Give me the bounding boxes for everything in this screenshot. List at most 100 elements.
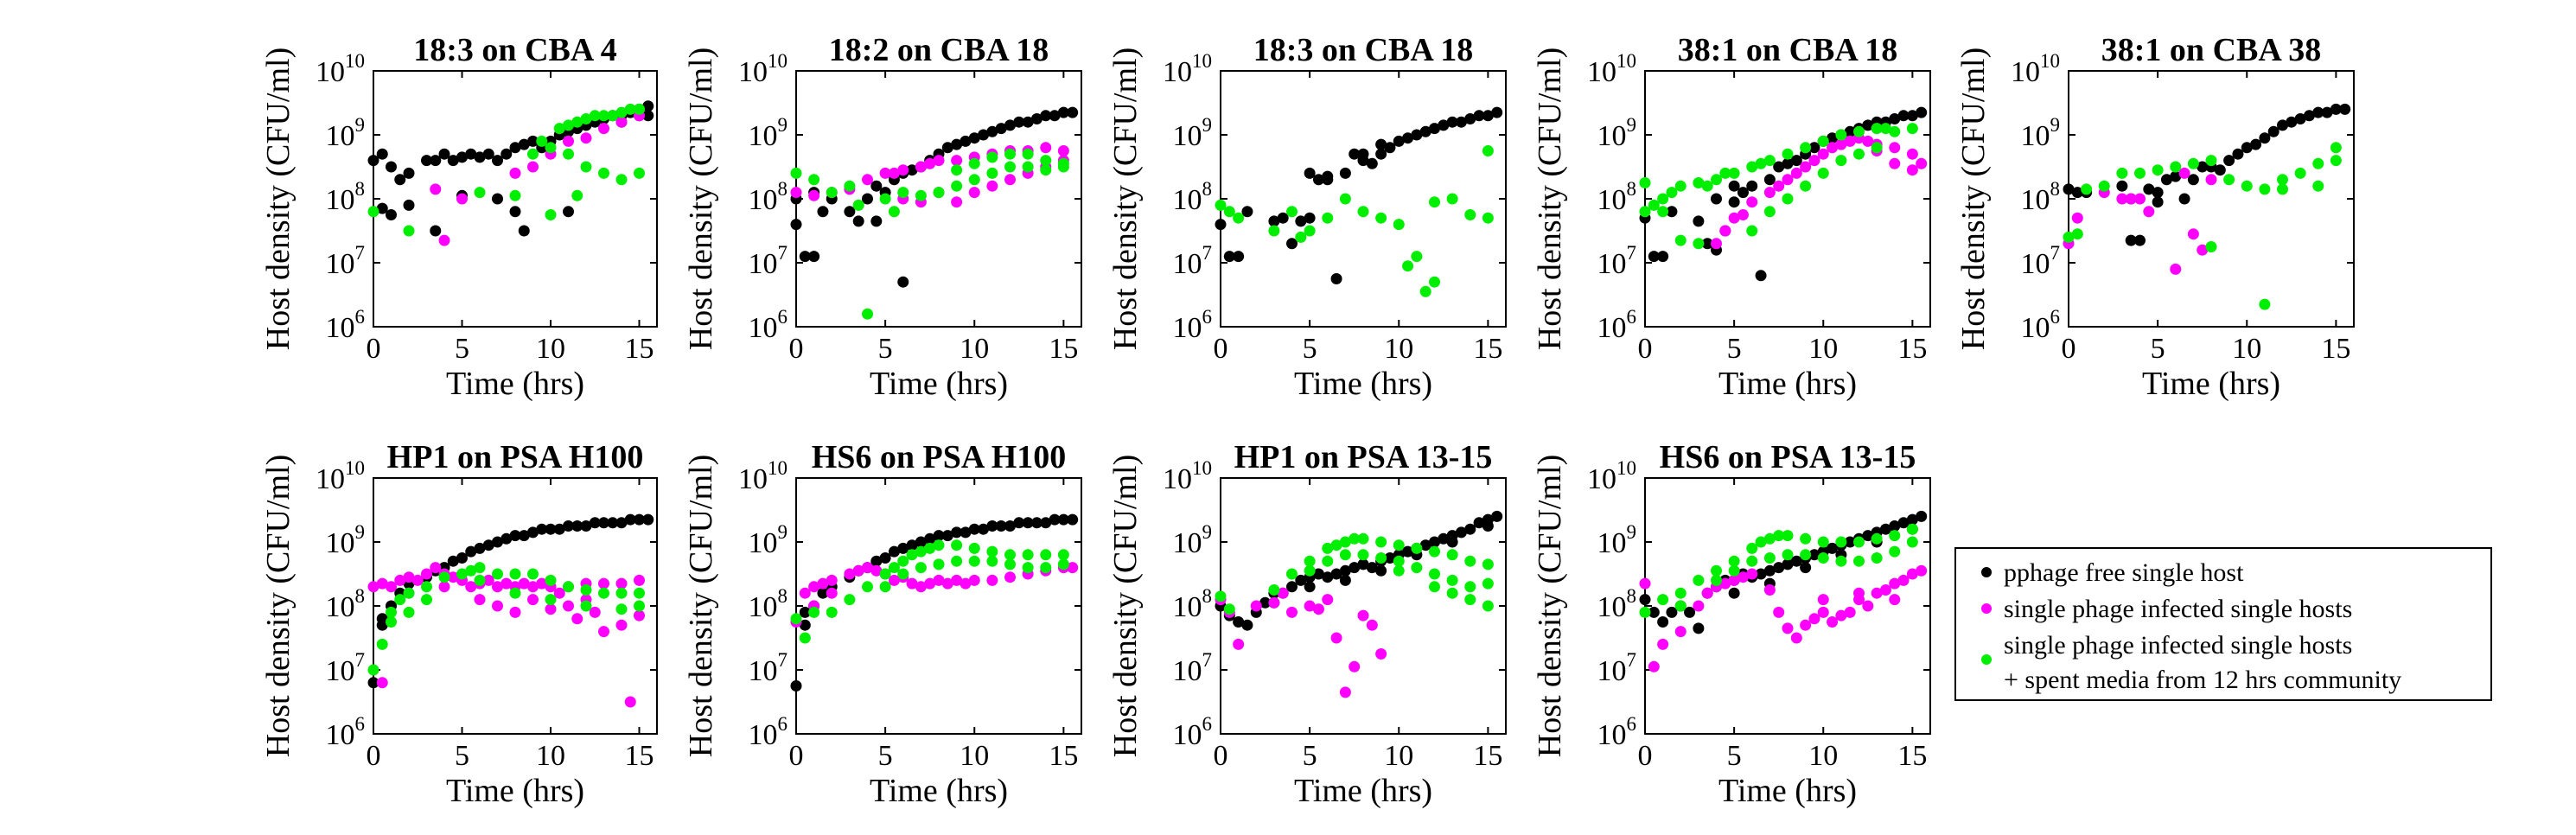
data-point bbox=[1889, 545, 1901, 558]
data-point bbox=[1906, 523, 1918, 535]
data-point bbox=[1482, 110, 1494, 122]
data-point bbox=[518, 225, 530, 237]
data-point bbox=[1482, 558, 1494, 570]
x-axis-label: Time (hrs) bbox=[1718, 366, 1857, 402]
data-point bbox=[879, 193, 891, 205]
plot-area bbox=[1644, 477, 1931, 735]
data-point bbox=[624, 696, 636, 708]
data-point bbox=[563, 148, 574, 160]
data-point bbox=[1763, 206, 1776, 218]
data-point bbox=[553, 123, 565, 135]
x-axis-label: Time (hrs) bbox=[1294, 366, 1432, 402]
data-point bbox=[1215, 219, 1227, 231]
data-point bbox=[968, 157, 980, 169]
data-point bbox=[1853, 125, 1865, 137]
data-point bbox=[1916, 564, 1928, 577]
data-point bbox=[1728, 564, 1740, 577]
data-point bbox=[1790, 632, 1802, 644]
data-point bbox=[2178, 193, 2190, 205]
data-point bbox=[421, 581, 432, 593]
y-tick-label: 106 bbox=[1173, 713, 1213, 751]
data-point bbox=[456, 151, 468, 163]
data-point bbox=[1728, 555, 1740, 567]
data-point bbox=[1684, 606, 1696, 618]
data-point bbox=[1719, 167, 1731, 179]
y-tick-label: 109 bbox=[326, 114, 366, 152]
data-point bbox=[862, 562, 873, 574]
data-point bbox=[1330, 568, 1342, 580]
data-point bbox=[960, 526, 972, 539]
data-point bbox=[1782, 558, 1794, 570]
data-point bbox=[1464, 113, 1476, 124]
data-point bbox=[2312, 157, 2324, 169]
data-point bbox=[2125, 193, 2137, 205]
data-point bbox=[933, 155, 945, 167]
data-point bbox=[1473, 110, 1485, 122]
data-point bbox=[1916, 157, 1928, 169]
chart-title: 18:3 on CBA 4 bbox=[413, 32, 616, 68]
data-point bbox=[951, 180, 963, 192]
data-point bbox=[1473, 517, 1485, 529]
data-point bbox=[1763, 552, 1776, 564]
x-tick-label: 0 bbox=[367, 333, 381, 365]
data-point bbox=[1657, 638, 1669, 650]
data-point bbox=[1402, 260, 1414, 272]
data-point bbox=[1782, 157, 1794, 169]
data-point bbox=[1429, 536, 1440, 548]
data-point bbox=[1250, 600, 1262, 612]
legend-marker-phage-infected bbox=[1981, 603, 1992, 614]
data-point bbox=[808, 251, 820, 263]
data-point bbox=[1030, 517, 1043, 529]
data-point bbox=[1889, 125, 1901, 137]
data-point bbox=[1004, 549, 1016, 561]
data-point bbox=[1737, 571, 1749, 583]
data-point bbox=[1393, 219, 1405, 231]
y-axis-label: Host density (CFU/ml) bbox=[260, 48, 296, 350]
y-tick-label: 106 bbox=[326, 306, 366, 344]
data-point bbox=[995, 123, 1007, 135]
data-point bbox=[933, 187, 945, 199]
data-point bbox=[1728, 212, 1740, 224]
series-0 bbox=[367, 513, 654, 689]
data-point bbox=[1782, 174, 1794, 186]
data-point bbox=[1693, 177, 1705, 188]
data-point bbox=[1817, 552, 1829, 564]
data-point bbox=[862, 193, 873, 205]
data-point bbox=[1906, 536, 1918, 548]
data-point bbox=[2143, 183, 2155, 195]
data-point bbox=[403, 199, 415, 211]
data-point bbox=[615, 116, 628, 128]
data-point bbox=[1835, 155, 1847, 167]
data-point bbox=[1719, 225, 1731, 237]
data-point bbox=[571, 189, 583, 201]
data-point bbox=[2143, 206, 2155, 218]
data-point bbox=[1330, 632, 1342, 644]
data-point bbox=[386, 161, 397, 173]
data-point bbox=[1349, 532, 1361, 545]
data-point bbox=[1639, 577, 1651, 590]
data-point bbox=[1402, 545, 1414, 558]
y-tick-label: 107 bbox=[749, 649, 788, 687]
data-point bbox=[862, 174, 873, 186]
data-point bbox=[1049, 513, 1061, 526]
y-axis-label: Host density (CFU/ml) bbox=[1532, 455, 1568, 757]
data-point bbox=[492, 193, 503, 205]
data-point bbox=[2303, 110, 2315, 122]
data-point bbox=[897, 542, 909, 554]
data-point bbox=[1906, 568, 1918, 580]
data-point bbox=[2187, 157, 2199, 169]
data-point bbox=[509, 167, 521, 179]
data-point bbox=[482, 539, 494, 551]
data-point bbox=[474, 542, 486, 554]
data-point bbox=[1728, 167, 1740, 179]
data-point bbox=[1827, 132, 1839, 144]
data-point bbox=[492, 600, 503, 612]
data-point bbox=[1295, 215, 1307, 227]
y-tick-label: 106 bbox=[749, 306, 788, 344]
x-tick-label: 15 bbox=[1473, 740, 1502, 772]
data-point bbox=[1782, 530, 1794, 542]
y-tick-label: 106 bbox=[1597, 306, 1637, 344]
data-point bbox=[1482, 600, 1494, 612]
data-point bbox=[1817, 167, 1829, 179]
data-point bbox=[933, 574, 945, 586]
